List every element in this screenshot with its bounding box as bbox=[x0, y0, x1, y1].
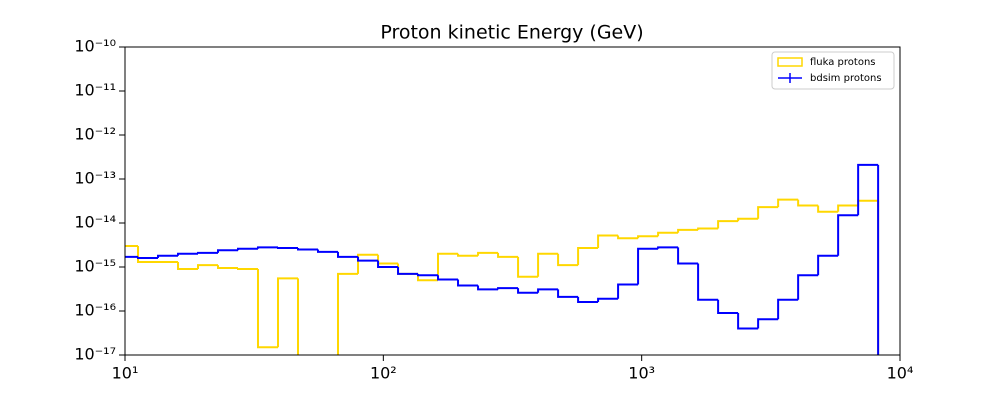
histogram-step bbox=[137, 246, 159, 263]
histogram-step bbox=[537, 252, 559, 277]
histogram-step bbox=[717, 299, 739, 315]
histogram-step bbox=[217, 265, 239, 269]
legend-swatch bbox=[777, 57, 803, 67]
x-tick-label: 10¹ bbox=[112, 364, 139, 383]
x-tick-label: 10⁴ bbox=[887, 364, 914, 383]
histogram-step bbox=[457, 253, 479, 257]
histogram-step bbox=[397, 263, 418, 275]
histogram-step bbox=[177, 261, 199, 271]
histogram-step bbox=[657, 246, 679, 249]
histogram-step bbox=[237, 247, 258, 251]
legend-label: bdsim protons bbox=[810, 73, 882, 84]
histogram-step bbox=[797, 274, 819, 300]
histogram-step bbox=[256, 269, 279, 349]
histogram-step bbox=[777, 198, 799, 208]
y-tick-label: 10⁻¹³ bbox=[74, 169, 116, 188]
y-tick-label: 10⁻¹¹ bbox=[74, 81, 116, 100]
histogram-step bbox=[277, 277, 299, 348]
histogram-step bbox=[125, 255, 139, 258]
histogram-step bbox=[125, 245, 139, 248]
y-tick-label: 10⁻¹² bbox=[74, 125, 116, 144]
histogram-step bbox=[277, 247, 299, 250]
legend-label: fluka protons bbox=[810, 57, 876, 68]
histogram-step bbox=[457, 279, 479, 287]
x-tick-label: 10² bbox=[370, 364, 397, 383]
histogram-step bbox=[137, 256, 159, 260]
y-tick-label: 10⁻¹⁰ bbox=[74, 37, 116, 56]
histogram-step bbox=[657, 231, 679, 237]
histogram-step bbox=[797, 199, 819, 207]
histogram-step bbox=[497, 287, 519, 290]
axes: 10¹ 10² 10³ 10⁴ 10⁻¹⁷ 10⁻¹⁶ 10⁻¹⁵ 10⁻¹⁴ 10⁻¹³ 10⁻… bbox=[74, 37, 913, 383]
histogram-step bbox=[857, 199, 879, 206]
histogram-step bbox=[217, 249, 239, 253]
histogram-step bbox=[377, 254, 399, 265]
histogram-step bbox=[577, 247, 599, 266]
chart-title: Proton kinetic Energy (GeV) bbox=[380, 22, 643, 44]
histogram-step bbox=[157, 254, 179, 259]
histogram-step bbox=[757, 206, 779, 219]
plot-area bbox=[125, 163, 880, 355]
y-tick-label: 10⁻¹⁴ bbox=[74, 213, 116, 232]
histogram-step bbox=[557, 289, 579, 298]
histogram-step bbox=[477, 285, 499, 291]
histogram-step bbox=[337, 272, 359, 355]
x-tick-label: 10³ bbox=[628, 364, 655, 383]
histogram-step bbox=[677, 228, 699, 233]
histogram-step bbox=[637, 235, 659, 239]
histogram-step bbox=[357, 253, 379, 274]
histogram-step bbox=[437, 275, 459, 281]
histogram-step bbox=[437, 252, 459, 281]
histogram-step bbox=[737, 217, 759, 222]
histogram-step bbox=[637, 247, 659, 285]
histogram-step bbox=[577, 296, 599, 304]
histogram-step bbox=[237, 267, 258, 271]
histogram-step bbox=[177, 252, 199, 256]
axes-frame bbox=[124, 46, 901, 356]
histogram-step bbox=[377, 260, 399, 268]
legend: fluka protons bdsim protons bbox=[771, 51, 895, 90]
histogram-step bbox=[497, 252, 519, 258]
y-tick-label: 10⁻¹⁶ bbox=[74, 301, 116, 320]
histogram-step bbox=[677, 247, 699, 265]
histogram-step bbox=[817, 205, 839, 213]
histogram-step bbox=[317, 249, 338, 253]
histogram-step bbox=[817, 254, 839, 276]
histogram-step bbox=[557, 253, 579, 267]
histogram-step bbox=[697, 263, 719, 301]
histogram-step bbox=[197, 251, 219, 254]
histogram-step bbox=[477, 251, 499, 256]
histogram-step bbox=[256, 246, 279, 249]
histogram-step bbox=[357, 256, 379, 262]
histogram-step bbox=[617, 283, 639, 299]
histogram-step bbox=[697, 227, 719, 230]
histogram-step bbox=[416, 273, 439, 277]
histogram-step bbox=[297, 248, 319, 251]
y-tick-label: 10⁻¹⁷ bbox=[74, 345, 116, 364]
histogram-step bbox=[297, 278, 300, 355]
y-tick-label: 10⁻¹⁵ bbox=[74, 257, 116, 276]
histogram-step bbox=[857, 163, 879, 216]
histogram-step bbox=[757, 318, 779, 329]
histogram-step bbox=[597, 234, 619, 249]
histogram-step bbox=[837, 214, 859, 256]
histogram-step bbox=[517, 288, 539, 294]
histogram-step bbox=[737, 313, 759, 330]
histogram-step bbox=[717, 220, 739, 229]
histogram-step bbox=[597, 297, 619, 303]
histogram-step bbox=[397, 267, 418, 275]
histogram-step bbox=[837, 204, 859, 212]
histogram-step bbox=[617, 235, 639, 240]
histogram-step bbox=[337, 251, 359, 258]
histogram-step bbox=[777, 298, 799, 320]
histogram-step bbox=[537, 288, 559, 293]
histogram-step bbox=[517, 256, 539, 278]
histogram-step bbox=[197, 264, 219, 270]
